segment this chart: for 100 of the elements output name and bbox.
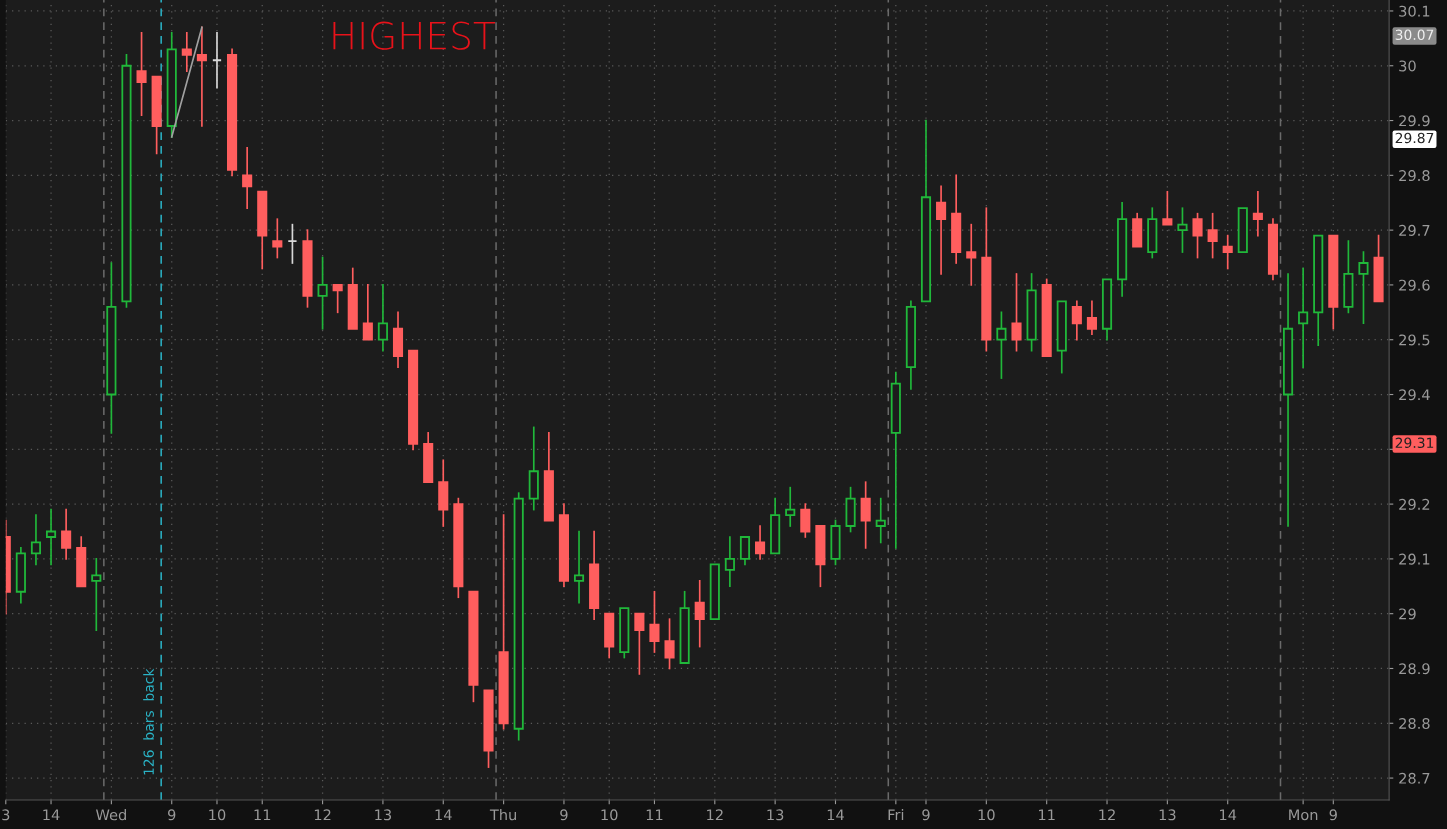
candlestick — [604, 612, 615, 659]
x-tick-label: 13 — [767, 809, 784, 821]
candlestick — [1086, 300, 1097, 336]
y-tick-label: 29 — [1399, 608, 1416, 620]
x-tick-label: 14 — [1220, 809, 1237, 821]
x-tick-label: 14 — [43, 809, 60, 821]
candlestick — [1132, 212, 1143, 248]
x-tick-label: 11 — [646, 809, 663, 821]
candlestick — [151, 75, 162, 155]
candlestick — [1237, 207, 1248, 253]
y-tick-label: 28.7 — [1399, 772, 1430, 784]
candlestick — [1117, 201, 1128, 297]
candlestick — [377, 284, 388, 352]
candlestick — [619, 607, 630, 659]
annotation: 126 bars back — [143, 668, 154, 775]
x-tick-label: Thu — [489, 809, 516, 821]
candlestick — [1071, 300, 1082, 341]
x-tick-label: 9 — [922, 809, 930, 821]
candlestick — [91, 558, 102, 631]
y-tick-label: 30.1 — [1399, 5, 1430, 17]
candlestick — [573, 530, 585, 604]
x-tick-label: 12 — [1099, 809, 1115, 821]
x-tick-label: 10 — [209, 809, 226, 821]
x-tick-label: 14 — [435, 809, 452, 821]
annotation: HIGHEST — [333, 21, 496, 50]
candlestick — [76, 536, 87, 588]
candlestick — [589, 530, 600, 621]
y-tick-label: 30 — [1399, 60, 1416, 72]
candlestick — [1041, 278, 1052, 358]
candlestick — [317, 256, 328, 330]
y-tick-label: 28.8 — [1399, 717, 1430, 730]
x-tick-label: 13 — [375, 809, 392, 821]
y-tick-label: 29.6 — [1399, 279, 1430, 291]
candlestick — [905, 300, 916, 390]
candlestick — [242, 147, 253, 210]
y-tick-label: 29.5 — [1399, 334, 1430, 346]
candlestick — [890, 371, 901, 549]
candlestick — [558, 503, 570, 588]
x-tick-label: 9 — [560, 809, 568, 821]
x-tick-label: 12 — [314, 809, 331, 821]
candlestick — [15, 547, 26, 604]
candlestick — [815, 525, 826, 588]
candlestick — [709, 563, 720, 621]
candlestick — [408, 349, 419, 451]
candlestick — [423, 432, 434, 484]
text: 30.07 — [1395, 29, 1434, 41]
candlestick — [724, 536, 735, 588]
x-tick-label: 10 — [601, 809, 618, 821]
candlestick — [951, 174, 962, 264]
x-tick-label: 3 — [2, 809, 10, 821]
candlestick — [1298, 267, 1309, 368]
candlestick — [920, 119, 932, 303]
y-tick-label: 29.4 — [1399, 389, 1430, 401]
candlestick — [1373, 234, 1384, 303]
candlestick — [438, 459, 449, 527]
y-tick-label: 29.8 — [1399, 170, 1430, 182]
candlestick — [634, 612, 645, 675]
candlestick — [1147, 207, 1158, 259]
y-tick-label: 29.2 — [1399, 498, 1430, 510]
candlestick — [227, 48, 238, 177]
candlestick — [936, 185, 947, 275]
candlestick — [1282, 273, 1294, 527]
candlestick — [347, 267, 358, 330]
x-tick-label: Mon — [1289, 809, 1318, 821]
candlestick — [966, 223, 977, 286]
candlestick — [392, 311, 404, 368]
x-tick-label: 13 — [1159, 809, 1176, 821]
candlestick — [362, 284, 373, 341]
candlestick — [1222, 234, 1233, 270]
candlestick — [770, 497, 781, 555]
x-tick-label: 9 — [168, 809, 176, 821]
candlestick — [272, 218, 283, 259]
candlestick — [196, 26, 207, 127]
candlestick — [61, 508, 72, 560]
text: 29.31 — [1395, 437, 1434, 449]
candlestick — [543, 432, 554, 522]
candlestick — [257, 190, 268, 270]
y-tick-label: 28.9 — [1399, 663, 1430, 675]
x-tick-label: Fri — [888, 809, 904, 821]
candlestick — [181, 32, 192, 73]
candlestick — [136, 32, 147, 116]
candlestick — [694, 579, 705, 648]
x-tick-label: 12 — [707, 809, 723, 821]
candlestick — [1328, 234, 1339, 330]
candlestick — [45, 508, 57, 566]
candlestick — [1162, 190, 1173, 226]
x-tick-label: 14 — [827, 809, 844, 821]
x-tick-label: 10 — [978, 809, 995, 821]
candlestick — [1267, 218, 1279, 281]
candlestick — [755, 525, 766, 560]
text: 29.87 — [1395, 132, 1434, 144]
candlestick — [800, 503, 811, 538]
candlestick — [106, 262, 117, 434]
candlestick — [785, 486, 796, 527]
y-tick-label: 29.7 — [1399, 224, 1430, 236]
y-tick-label: 29.9 — [1399, 115, 1430, 127]
candlestick — [875, 497, 886, 544]
x-tick-label: 11 — [1039, 809, 1055, 821]
candlestick — [332, 284, 343, 314]
candlestick — [513, 492, 524, 741]
